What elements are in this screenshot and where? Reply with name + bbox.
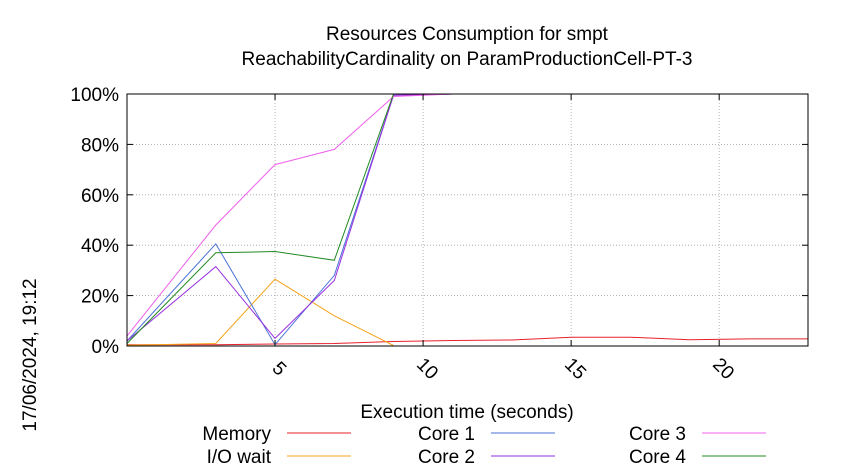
legend-label: I/O wait (207, 447, 272, 468)
legend-label: Core 2 (418, 447, 475, 468)
chart-title-line-1: Resources Consumption for smpt (326, 24, 609, 45)
series-line-core-3 (126, 93, 808, 337)
grid-lines (127, 93, 808, 347)
y-tick-label: 60% (81, 186, 119, 207)
x-tick-label: 10 (412, 354, 442, 384)
x-tick-label: 20 (708, 354, 738, 384)
series-line-core-4 (126, 93, 808, 344)
legend-label: Core 3 (629, 424, 686, 445)
y-tick-label: 80% (81, 135, 119, 156)
chart-title-line-2: ReachabilityCardinality on ParamProducti… (242, 49, 693, 70)
x-axis-label: Execution time (seconds) (360, 402, 573, 423)
series-lines (126, 93, 808, 346)
timestamp-side-label: 17/06/2024, 19:12 (20, 278, 41, 431)
series-line-memory (127, 336, 808, 346)
y-tick-label: 0% (92, 337, 120, 358)
legend-label: Core 1 (418, 424, 475, 445)
legend-label: Memory (202, 424, 271, 445)
y-tick-label: 20% (81, 287, 119, 308)
series-line-core-1 (126, 93, 808, 346)
y-tick-label: 40% (81, 236, 119, 257)
x-tick-label: 15 (560, 354, 590, 384)
series-line-core-2 (126, 93, 808, 342)
series-line-i-o-wait (126, 278, 394, 346)
legend-label: Core 4 (629, 447, 686, 468)
x-tick-label: 5 (268, 358, 290, 380)
plot-frame (126, 93, 809, 347)
y-tick-label: 100% (70, 85, 119, 106)
